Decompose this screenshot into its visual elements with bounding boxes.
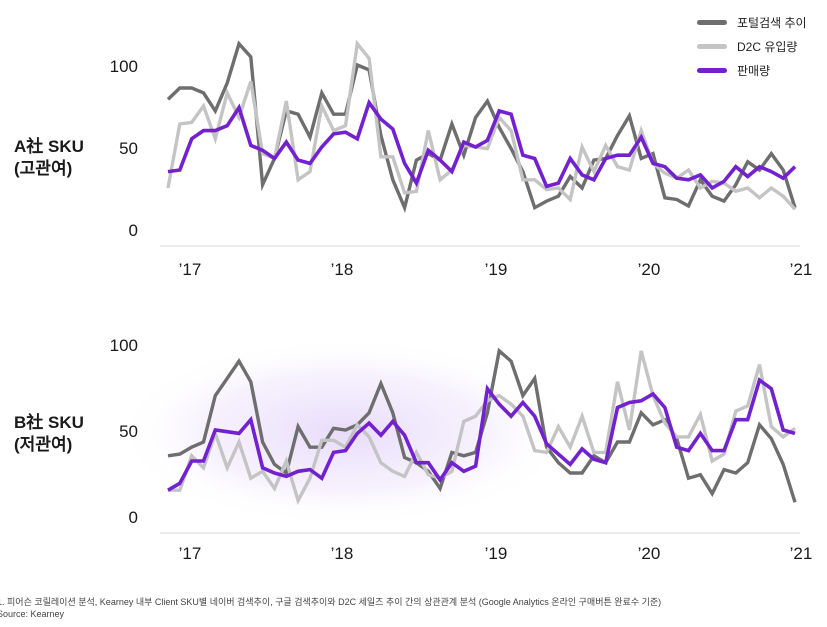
x-tick-label: ’17 <box>179 544 202 563</box>
footnote: 1. 피어슨 코릴레이션 분석, Kearney 내부 Client SKU별 … <box>0 596 661 620</box>
panel-b-label-line1: B社 SKU <box>14 413 84 432</box>
y-tick-label: 100 <box>110 57 138 76</box>
legend-item-portal-search: 포털검색 추이 <box>697 10 807 34</box>
panel-a-label-line2: (고관여) <box>14 159 73 178</box>
y-tick-label: 50 <box>119 422 138 441</box>
legend-item-d2c-traffic: D2C 유입량 <box>697 34 807 58</box>
x-tick-label: ’21 <box>790 260 813 279</box>
y-tick-label: 0 <box>129 508 138 527</box>
x-tick-label: ’19 <box>485 544 508 563</box>
panel-a-sku: 0 50 100 ’17 ’18 ’19 ’20 ’21 <box>110 39 813 279</box>
panel-b-label: B社 SKU (저관여) <box>14 412 84 456</box>
series-line-d2c-traffic <box>168 350 797 505</box>
panel-a-label: A社 SKU (고관여) <box>14 136 84 180</box>
x-tick-label: ’20 <box>638 260 661 279</box>
legend-label: 판매량 <box>737 63 771 78</box>
panel-a-label-line1: A社 SKU <box>14 137 84 156</box>
series-line-portal-search <box>166 40 797 214</box>
panel-b-highlight <box>115 337 575 527</box>
y-tick-label: 50 <box>119 139 138 158</box>
legend-item-sales: 판매량 <box>697 58 807 82</box>
x-tick-label: ’19 <box>485 260 508 279</box>
x-tick-label: ’17 <box>179 260 202 279</box>
series-line-sales <box>167 377 796 492</box>
legend: 포털검색 추이 D2C 유입량 판매량 <box>697 10 807 82</box>
footnote-line1: 1. 피어슨 코릴레이션 분석, Kearney 내부 Client SKU별 … <box>0 597 662 607</box>
legend-swatch <box>697 43 727 49</box>
series-line-sales <box>167 98 797 191</box>
footnote-line2: Source: Kearney <box>0 609 65 619</box>
x-tick-label: ’20 <box>638 544 661 563</box>
legend-swatch <box>697 67 727 73</box>
y-tick-label: 0 <box>129 221 138 240</box>
legend-swatch <box>697 19 727 25</box>
x-tick-label: ’18 <box>331 544 354 563</box>
x-tick-label: ’21 <box>790 544 813 563</box>
panel-b-label-line2: (저관여) <box>14 435 73 454</box>
y-tick-label: 100 <box>110 336 138 355</box>
x-tick-label: ’18 <box>331 260 354 279</box>
panel-b-sku: 0 50 100 ’17 ’18 ’19 ’20 ’21 <box>110 336 813 563</box>
legend-label: D2C 유입량 <box>737 39 798 54</box>
legend-label: 포털검색 추이 <box>737 15 807 30</box>
